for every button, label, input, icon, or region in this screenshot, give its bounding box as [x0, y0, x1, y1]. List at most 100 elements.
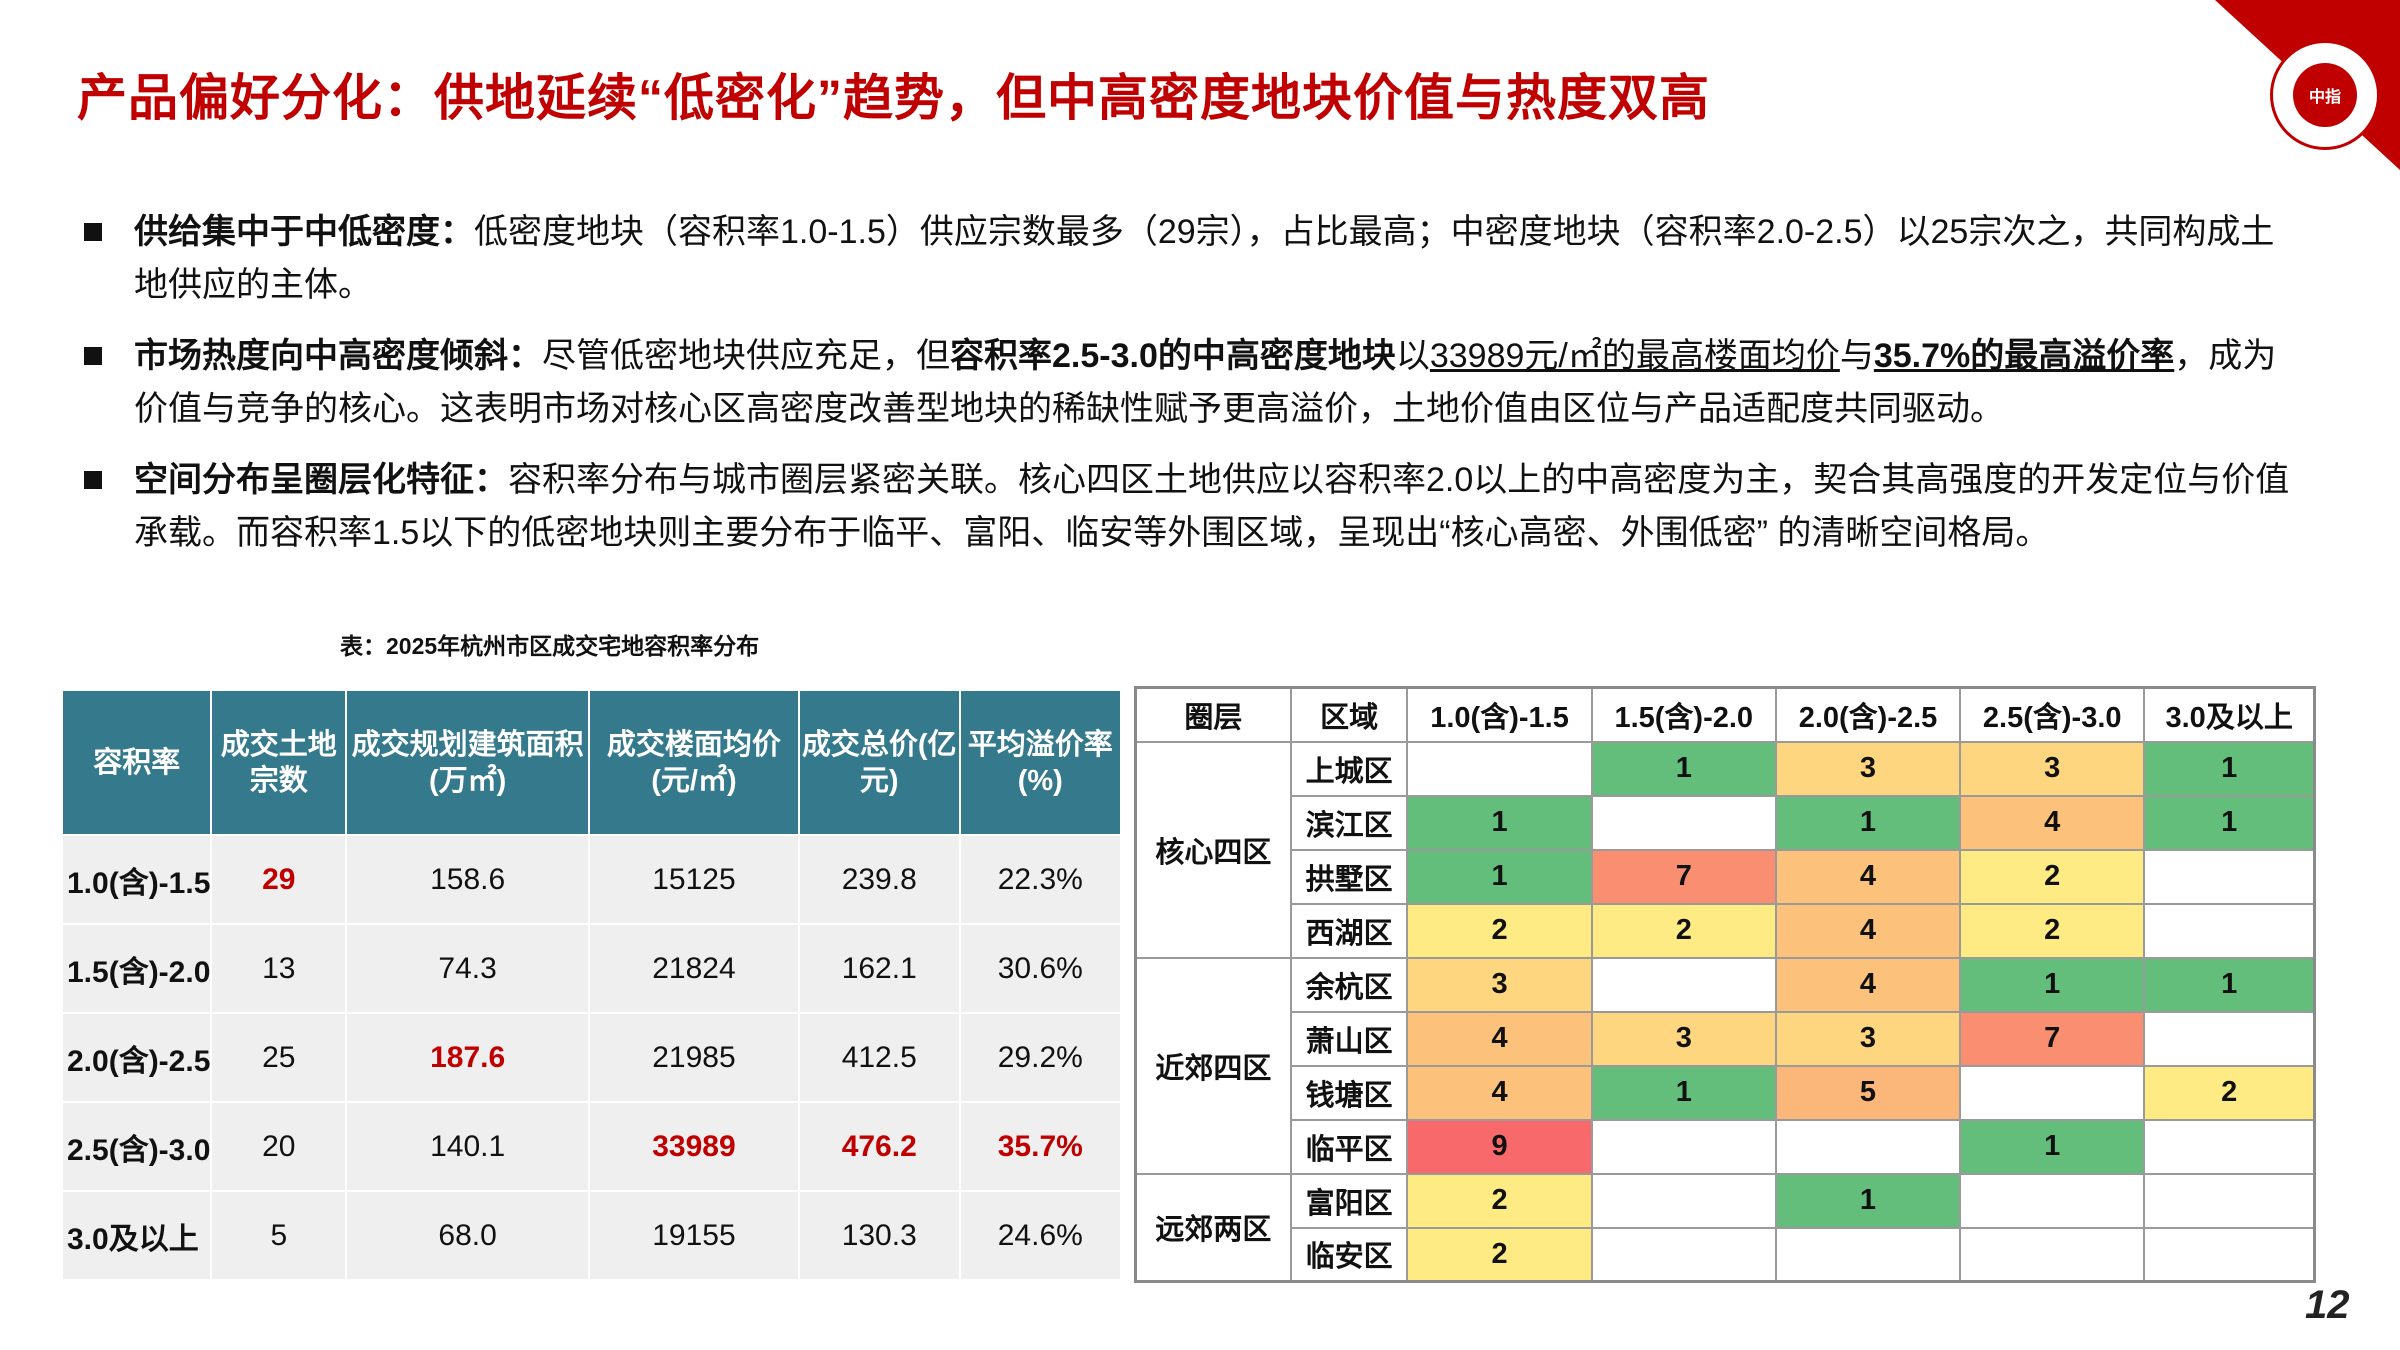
count-cell [2143, 1172, 2316, 1229]
table-cell: 20 [210, 1101, 348, 1192]
bullet-label: 空间分布呈圈层化特征： [134, 461, 508, 499]
count-cell: 2 [1959, 848, 2146, 905]
count-cell [1774, 1118, 1962, 1175]
district-cell: 滨江区 [1289, 794, 1409, 851]
count-cell: 1 [2143, 794, 2316, 851]
column-header: 1.5(含)-2.0 [1590, 686, 1777, 743]
table-row: 滨江区 1 1 4 1 [1136, 794, 2316, 851]
bullet-list: 供给集中于中低密度：低密度地块（容积率1.0-1.5）供应宗数最多（29宗），占… [84, 206, 2294, 578]
bullet-label: 供给集中于中低密度： [134, 213, 474, 251]
count-cell: 2 [2143, 1064, 2316, 1121]
table-row: 近郊四区 余杭区 3 4 1 1 [1134, 956, 2316, 1175]
bullet-emphasis: 容积率2.5-3.0的中高密度地块 [950, 337, 1396, 375]
table-cell: 187.6 [345, 1012, 590, 1103]
far-summary-table: 容积率 成交土地宗数 成交规划建筑面积(万㎡) 成交楼面均价(元/㎡) 成交总价(亿元)… [60, 689, 1123, 1281]
table-cell: 74.3 [345, 923, 590, 1014]
count-cell: 4 [1406, 1010, 1593, 1067]
table-header-row: 圈层 区域 1.0(含)-1.5 1.5(含)-2.0 2.0(含)-2.5 2.5(含)… [1134, 686, 2316, 743]
count-cell: 4 [1774, 902, 1962, 959]
ring-group-cell: 近郊四区 [1134, 956, 1292, 1175]
table-cell: 5 [210, 1190, 348, 1281]
table-cell: 162.1 [797, 923, 961, 1014]
table-row: 西湖区 2 2 4 2 [1136, 902, 2316, 959]
district-cell: 临安区 [1289, 1226, 1409, 1283]
table-caption: 表：2025年杭州市区成交宅地容积率分布 [340, 633, 760, 659]
column-header: 3.0及以上 [2143, 686, 2316, 743]
count-cell: 2 [1590, 902, 1777, 959]
count-cell: 4 [1406, 1064, 1593, 1121]
bullet-text: 尽管低密地块供应充足，但 [542, 337, 950, 375]
bullet-square-icon [84, 471, 102, 489]
table-row: 2.5(含)-3.0 20 140.1 33989 476.2 35.7% [60, 1101, 1123, 1192]
district-cell: 西湖区 [1289, 902, 1409, 959]
far-range-cell: 3.0及以上 [60, 1190, 213, 1281]
count-cell [1590, 1172, 1777, 1229]
column-header: 成交楼面均价(元/㎡) [588, 689, 800, 836]
district-cell: 富阳区 [1289, 1172, 1409, 1229]
table-cell: 15125 [588, 834, 800, 925]
table-row: 钱塘区 4 1 5 2 [1136, 1064, 2316, 1121]
bullet-text: 与 [1839, 337, 1874, 375]
china-index-academy-logo: 中指 [2270, 40, 2380, 150]
count-cell: 3 [1959, 740, 2146, 797]
table-row: 2.0(含)-2.5 25 187.6 21985 412.5 29.2% [60, 1012, 1123, 1103]
far-range-cell: 2.5(含)-3.0 [60, 1101, 213, 1192]
count-cell: 5 [1774, 1064, 1962, 1121]
table-cell: 33989 [588, 1101, 800, 1192]
count-cell: 9 [1406, 1118, 1593, 1175]
count-cell [2143, 902, 2316, 959]
count-cell: 4 [1774, 956, 1962, 1013]
column-header: 区域 [1289, 686, 1409, 743]
district-far-heatmap-table: 圈层 区域 1.0(含)-1.5 1.5(含)-2.0 2.0(含)-2.5 2.5(含)… [1134, 686, 2316, 1283]
count-cell [1590, 1226, 1777, 1283]
bullet-underline: 33989元/㎡的最高楼面均价 [1429, 337, 1840, 375]
count-cell: 4 [1959, 794, 2146, 851]
count-cell: 1 [1959, 956, 2146, 1013]
district-cell: 临平区 [1289, 1118, 1409, 1175]
count-cell: 1 [1774, 794, 1962, 851]
bullet-text: ，成为价值与竞争的核心。这表明市场对核心区高密度改善型地块的稀缺性赋予更高溢价，… [134, 337, 2277, 428]
count-cell [1959, 1226, 2146, 1283]
table-row: 萧山区 4 3 3 7 [1136, 1010, 2316, 1067]
district-cell: 上城区 [1289, 740, 1409, 797]
column-header: 2.5(含)-3.0 [1959, 686, 2146, 743]
column-header: 圈层 [1134, 686, 1292, 743]
ring-group-cell: 远郊两区 [1134, 1172, 1292, 1283]
count-cell [1959, 1064, 2146, 1121]
district-cell: 余杭区 [1289, 956, 1409, 1013]
count-cell: 3 [1774, 740, 1962, 797]
bullet-label: 市场热度向中高密度倾斜： [134, 337, 542, 375]
count-cell: 1 [1590, 1064, 1777, 1121]
table-cell: 25 [210, 1012, 348, 1103]
count-cell: 1 [2143, 956, 2316, 1013]
count-cell: 7 [1959, 1010, 2146, 1067]
far-range-cell: 1.0(含)-1.5 [60, 834, 213, 925]
ring-group-cell: 核心四区 [1134, 740, 1292, 959]
count-cell: 1 [1959, 1118, 2146, 1175]
bullet-supply: 供给集中于中低密度：低密度地块（容积率1.0-1.5）供应宗数最多（29宗），占… [84, 206, 2294, 312]
table-row: 远郊两区 富阳区 2 1 [1134, 1172, 2316, 1283]
column-header: 2.0(含)-2.5 [1774, 686, 1962, 743]
table-header-row: 容积率 成交土地宗数 成交规划建筑面积(万㎡) 成交楼面均价(元/㎡) 成交总价(亿元)… [60, 689, 1123, 836]
district-cell: 钱塘区 [1289, 1064, 1409, 1121]
count-cell [2143, 1118, 2316, 1175]
table-row: 拱墅区 1 7 4 2 [1136, 848, 2316, 905]
count-cell: 4 [1774, 848, 1962, 905]
table-cell: 412.5 [797, 1012, 961, 1103]
count-cell [1406, 740, 1593, 797]
table-row: 3.0及以上 5 68.0 19155 130.3 24.6% [60, 1190, 1123, 1281]
table-cell: 476.2 [797, 1101, 961, 1192]
count-cell [2143, 1010, 2316, 1067]
column-header: 平均溢价率(%) [958, 689, 1123, 836]
table-cell: 22.3% [958, 834, 1123, 925]
far-range-cell: 2.0(含)-2.5 [60, 1012, 213, 1103]
bullet-square-icon [84, 347, 102, 365]
count-cell: 1 [2143, 740, 2316, 797]
table-cell: 68.0 [345, 1190, 590, 1281]
table-cell: 19155 [588, 1190, 800, 1281]
table-cell: 239.8 [797, 834, 961, 925]
column-header: 成交规划建筑面积(万㎡) [345, 689, 590, 836]
table-cell: 29.2% [958, 1012, 1123, 1103]
bullet-text: 低密度地块（容积率1.0-1.5）供应宗数最多（29宗），占比最高；中密度地块（… [134, 213, 2275, 304]
